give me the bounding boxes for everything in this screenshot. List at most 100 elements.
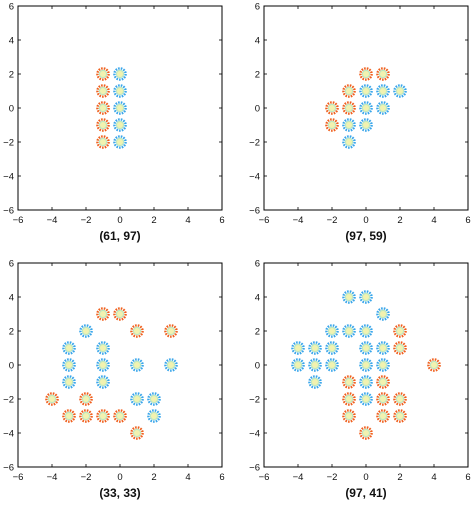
data-point-orange [130, 426, 144, 440]
panel-caption: (97, 59) [345, 229, 386, 243]
y-tick-label: −2 [3, 138, 14, 149]
data-point-blue [291, 341, 305, 355]
data-point-orange [325, 101, 339, 115]
data-point-blue [376, 341, 390, 355]
y-tick-label: 2 [9, 70, 14, 81]
x-tick-label: 4 [431, 472, 436, 483]
data-point-blue [359, 84, 373, 98]
data-point-blue [308, 341, 322, 355]
y-tick-label: −4 [249, 429, 260, 440]
panel-caption: (33, 33) [99, 486, 140, 500]
data-point-blue [342, 118, 356, 132]
y-tick-label: 4 [255, 36, 260, 47]
plot-frame [17, 262, 223, 468]
y-tick-label: 2 [255, 70, 260, 81]
data-point-blue [342, 135, 356, 149]
x-tick-label: −2 [327, 215, 338, 226]
panel-caption: (97, 41) [345, 486, 386, 500]
data-point-blue [342, 324, 356, 338]
data-point-blue [130, 392, 144, 406]
data-point-blue [79, 324, 93, 338]
data-point-orange [130, 324, 144, 338]
y-tick-label: 4 [9, 36, 14, 47]
y-tick-label: 4 [9, 293, 14, 304]
y-tick-label: 4 [255, 293, 260, 304]
x-tick-label: −6 [13, 215, 24, 226]
data-point-orange [393, 324, 407, 338]
x-tick-label: 0 [117, 472, 122, 483]
data-point-orange [96, 409, 110, 423]
x-tick-label: −6 [259, 472, 270, 483]
data-point-blue [376, 307, 390, 321]
data-point-blue [308, 375, 322, 389]
x-tick-label: 4 [185, 215, 190, 226]
y-tick-label: −6 [249, 463, 260, 474]
x-tick-label: −4 [293, 215, 304, 226]
data-point-orange [376, 392, 390, 406]
y-tick-label: 2 [9, 327, 14, 338]
x-tick-label: 0 [363, 472, 368, 483]
data-point-blue [376, 84, 390, 98]
y-tick-label: 0 [9, 361, 14, 372]
x-tick-label: 6 [465, 472, 470, 483]
data-point-blue [359, 118, 373, 132]
y-tick-label: −6 [3, 206, 14, 217]
panel-bottom-right: −6 −4 −2 0 2 4 6 −6 −4 −2 0 2 4 6 (97, 41) [249, 259, 470, 501]
y-tick-label: 2 [255, 327, 260, 338]
x-tick-label: 0 [363, 215, 368, 226]
x-tick-label: 6 [219, 472, 224, 483]
x-tick-label: 6 [465, 215, 470, 226]
data-point-orange [376, 409, 390, 423]
data-point-orange [376, 67, 390, 81]
x-tick-label: −6 [259, 215, 270, 226]
x-tick-label: 2 [151, 215, 156, 226]
data-point-orange [96, 67, 110, 81]
data-point-blue [376, 358, 390, 372]
x-tick-label: 4 [185, 472, 190, 483]
y-tick-label: 0 [255, 104, 260, 115]
data-point-orange [96, 135, 110, 149]
data-point-orange [393, 392, 407, 406]
data-point-orange [79, 409, 93, 423]
data-point-orange [96, 101, 110, 115]
x-tick-label: 2 [397, 215, 402, 226]
data-point-blue [291, 358, 305, 372]
x-tick-label: −2 [327, 472, 338, 483]
data-point-blue [147, 409, 161, 423]
data-point-blue [113, 101, 127, 115]
data-point-orange [79, 392, 93, 406]
data-point-blue [325, 358, 339, 372]
y-tick-label: 6 [255, 2, 260, 13]
y-tick-label: −4 [249, 172, 260, 183]
data-point-blue [130, 358, 144, 372]
data-point-orange [113, 409, 127, 423]
x-tick-label: −2 [81, 472, 92, 483]
y-tick-label: −4 [3, 429, 14, 440]
data-point-blue [359, 101, 373, 115]
data-point-blue [164, 358, 178, 372]
x-tick-label: −6 [13, 472, 24, 483]
panel-bottom-left: −6 −4 −2 0 2 4 6 −6 −4 −2 0 2 4 6 (33, 33) [3, 259, 224, 501]
data-point-blue [96, 375, 110, 389]
panel-caption: (61, 97) [99, 229, 140, 243]
data-point-orange [376, 375, 390, 389]
data-point-orange [62, 409, 76, 423]
data-point-orange [113, 307, 127, 321]
y-tick-label: 0 [255, 361, 260, 372]
data-point-blue [308, 358, 322, 372]
x-tick-label: −4 [293, 472, 304, 483]
data-point-blue [96, 341, 110, 355]
x-tick-label: −2 [81, 215, 92, 226]
data-point-blue [113, 135, 127, 149]
data-point-blue [113, 67, 127, 81]
data-point-orange [164, 324, 178, 338]
y-tick-label: 6 [9, 2, 14, 13]
data-point-orange [342, 101, 356, 115]
data-point-blue [96, 358, 110, 372]
data-point-blue [359, 290, 373, 304]
y-tick-label: −4 [3, 172, 14, 183]
data-point-blue [376, 101, 390, 115]
data-point-orange [96, 307, 110, 321]
data-point-blue [62, 358, 76, 372]
y-tick-label: 6 [255, 259, 260, 270]
